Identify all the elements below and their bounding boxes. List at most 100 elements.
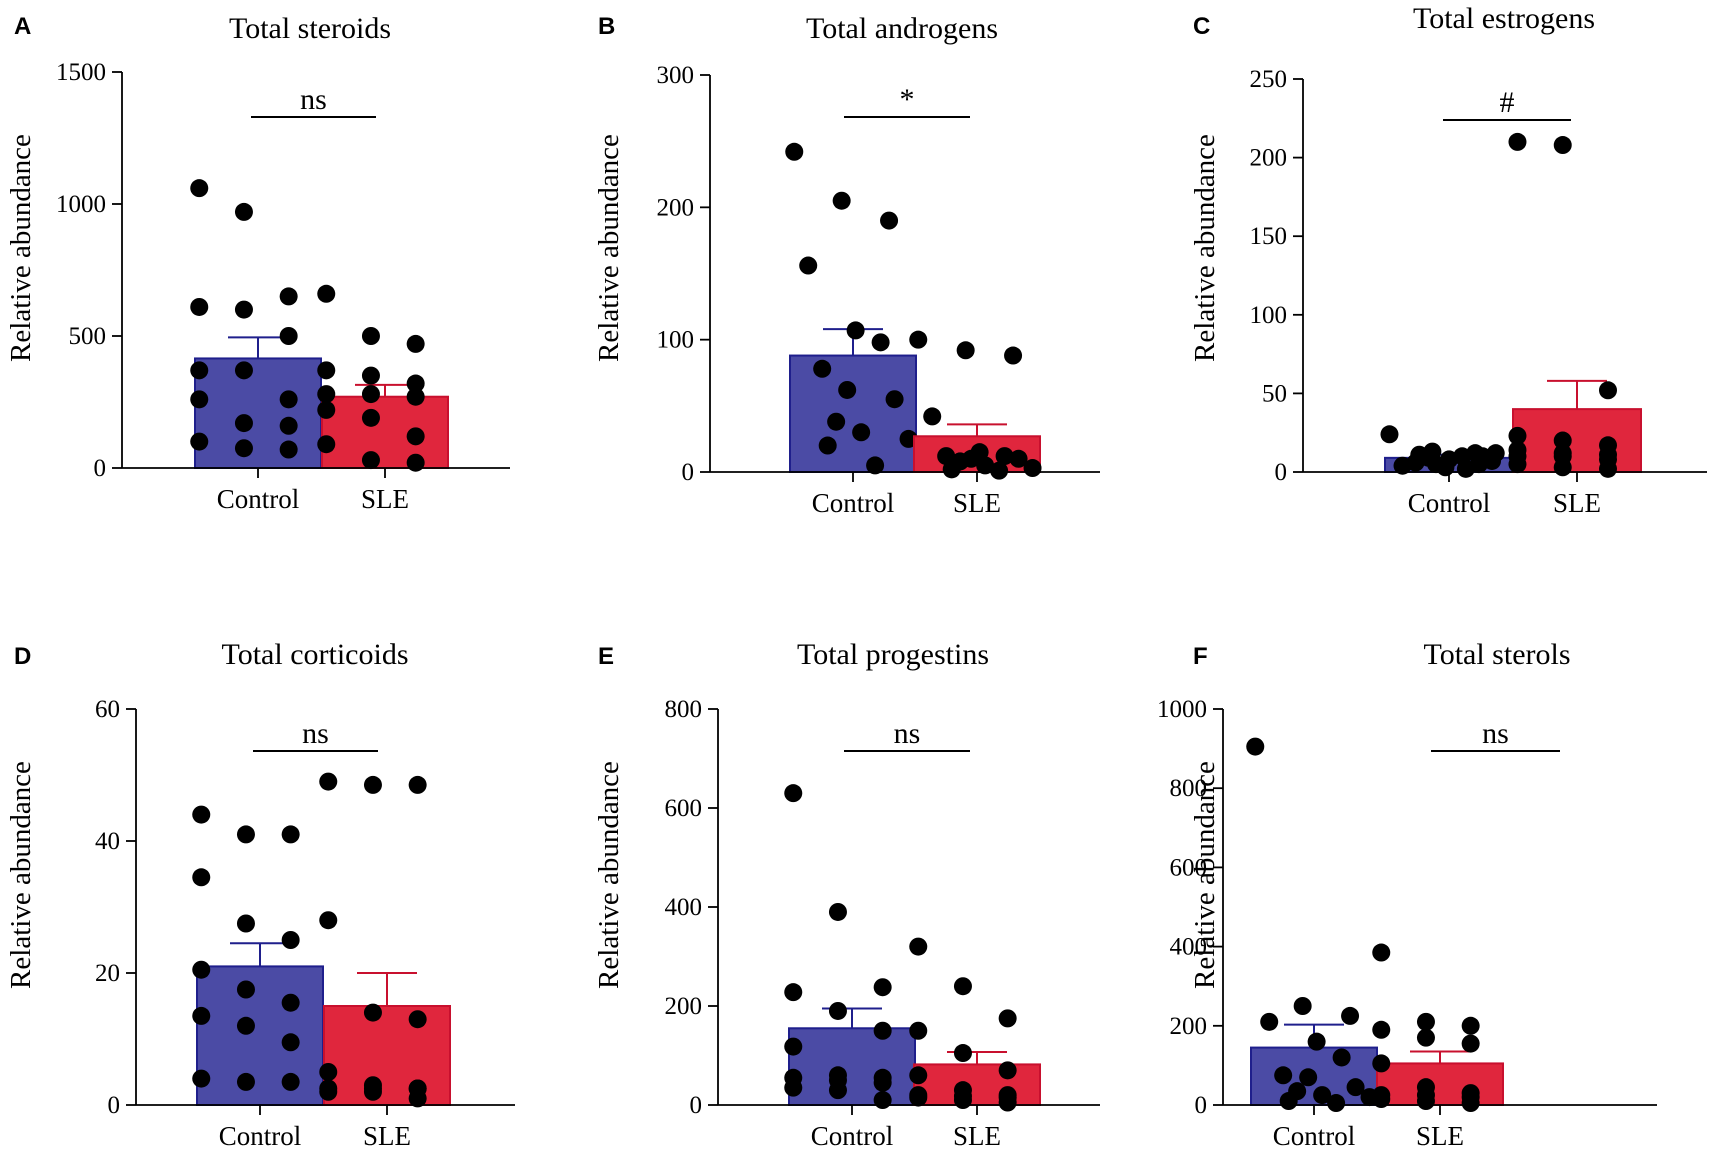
x-category-label: SLE xyxy=(1553,488,1601,518)
data-point-control xyxy=(873,978,892,997)
data-point-sle xyxy=(1553,136,1572,155)
data-point-control xyxy=(190,297,209,316)
y-tick-label: 0 xyxy=(690,1092,703,1119)
data-point-sle xyxy=(909,330,928,349)
data-point-sle xyxy=(406,374,425,393)
data-point-control xyxy=(192,960,211,979)
data-point-control xyxy=(236,980,255,999)
data-point-control xyxy=(234,361,253,380)
y-tick-label: 1500 xyxy=(56,59,106,86)
data-point-control xyxy=(1341,1006,1360,1025)
data-point-control xyxy=(828,902,847,921)
data-point-sle xyxy=(363,1082,382,1101)
data-point-sle xyxy=(361,451,380,470)
y-tick-label: 200 xyxy=(1250,145,1288,172)
data-point-control xyxy=(234,414,253,433)
bar-control xyxy=(789,354,917,473)
data-point-sle xyxy=(317,385,336,404)
data-point-sle xyxy=(953,1091,972,1110)
data-point-control xyxy=(828,1001,847,1020)
data-point-control xyxy=(1346,1078,1365,1097)
data-point-sle xyxy=(1416,1028,1435,1047)
data-point-sle xyxy=(956,341,975,360)
bar-sle xyxy=(913,1063,1041,1107)
data-point-control xyxy=(866,456,885,475)
data-point-control xyxy=(832,191,851,210)
data-point-control xyxy=(281,1033,300,1052)
data-point-control xyxy=(279,440,298,459)
data-point-sle xyxy=(317,435,336,454)
data-point-sle xyxy=(361,408,380,427)
data-point-control xyxy=(279,416,298,435)
data-point-sle xyxy=(1023,459,1042,478)
data-point-sle xyxy=(406,334,425,353)
y-tick-label: 20 xyxy=(95,960,120,987)
y-tick-label: 600 xyxy=(665,795,703,822)
data-point-control xyxy=(1299,1068,1318,1087)
y-tick-label: 60 xyxy=(95,696,120,723)
data-point-control xyxy=(1307,1032,1326,1051)
data-point-control xyxy=(885,390,904,409)
data-point-control xyxy=(784,983,803,1002)
data-point-sle xyxy=(1598,459,1617,478)
chart-title: Total sterols xyxy=(1423,638,1570,671)
plot-area-a: 0 500 1000 1500 Control SLE ns xyxy=(56,59,510,514)
data-point-sle xyxy=(1461,1034,1480,1053)
x-category-label: Control xyxy=(811,1121,894,1151)
data-point-control xyxy=(190,361,209,380)
data-point-control xyxy=(279,390,298,409)
data-point-control xyxy=(873,1021,892,1040)
plot-area-e: 0 200 400 600 800 Control SLE ns xyxy=(665,696,1100,1151)
panel-c: C Total estrogens Relative abundance 0 50… xyxy=(1189,2,1707,518)
data-point-sle xyxy=(995,447,1014,466)
bar-sle xyxy=(323,1005,451,1106)
y-tick-label: 0 xyxy=(1195,1092,1208,1119)
y-axis-label: Relative abundance xyxy=(1189,761,1221,989)
data-point-sle xyxy=(909,937,928,956)
panel-d: D Total corticoids Relative abundance 0 2… xyxy=(5,638,515,1151)
data-point-control xyxy=(1327,1094,1346,1113)
data-point-control xyxy=(236,914,255,933)
data-point-sle xyxy=(998,1093,1017,1112)
data-point-control xyxy=(190,390,209,409)
y-tick-label: 100 xyxy=(1250,302,1288,329)
data-point-control xyxy=(1246,737,1265,756)
data-point-sle xyxy=(998,1061,1017,1080)
panel-b: B Total androgens Relative abundance 0 10… xyxy=(593,12,1100,518)
significance-label: ns xyxy=(894,717,921,750)
data-point-sle xyxy=(1553,458,1572,477)
y-tick-label: 600 xyxy=(1170,854,1208,881)
data-point-sle xyxy=(909,1066,928,1085)
y-tick-label: 150 xyxy=(1250,223,1288,250)
data-point-control xyxy=(192,868,211,887)
plot-area-b: 0 100 200 300 Control SLE * xyxy=(657,62,1100,518)
panel-a: A Total steroids Relative abundance 0 500… xyxy=(5,12,510,514)
bar-sle xyxy=(1376,1062,1504,1107)
data-point-sle xyxy=(998,1009,1017,1028)
x-category-label: SLE xyxy=(953,1121,1001,1151)
panel-letter: E xyxy=(598,643,614,670)
data-point-control xyxy=(236,825,255,844)
y-tick-label: 500 xyxy=(69,323,107,350)
data-point-sle xyxy=(1508,132,1527,151)
bar-sle xyxy=(1512,408,1642,473)
data-point-control xyxy=(192,1069,211,1088)
panel-letter: D xyxy=(14,643,31,670)
x-category-label: SLE xyxy=(363,1121,411,1151)
significance-label: ns xyxy=(1482,717,1509,750)
bar-control xyxy=(788,1027,916,1107)
data-point-sle xyxy=(1508,455,1527,474)
data-point-sle xyxy=(1372,1020,1391,1039)
chart-title: Total progestins xyxy=(797,638,989,671)
data-point-control xyxy=(192,805,211,824)
data-point-sle xyxy=(361,327,380,345)
y-axis-label: Relative abundance xyxy=(1189,134,1221,362)
data-point-sle xyxy=(319,1063,338,1081)
x-category-label: Control xyxy=(1408,488,1491,518)
data-point-sle xyxy=(319,772,338,791)
data-point-sle xyxy=(909,1088,928,1107)
panel-letter: A xyxy=(14,13,31,40)
data-point-control xyxy=(236,1072,255,1091)
data-point-control xyxy=(1293,997,1312,1015)
